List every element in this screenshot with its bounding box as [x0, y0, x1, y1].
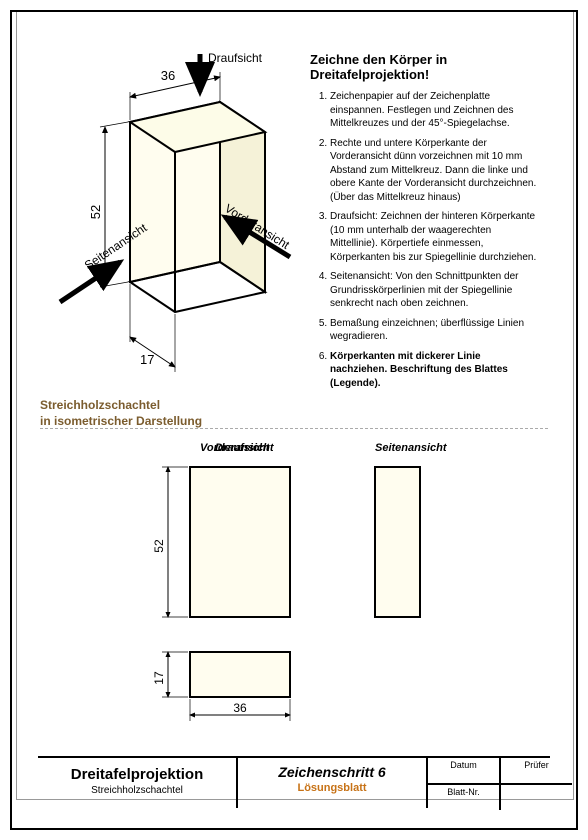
side-view-rect	[375, 467, 420, 617]
instruction-item: Seitenansicht: Von den Schnittpunkten de…	[330, 270, 538, 311]
tb-sheet: Lösungsblatt	[238, 782, 426, 794]
title-block: Dreitafelprojektion Streichholzschachtel…	[38, 756, 550, 808]
page: 36 52 17 Seitenansicht Vorderansich	[0, 0, 588, 840]
instruction-item: Draufsicht: Zeichnen der hinteren Körper…	[330, 210, 538, 264]
top-view-label: Draufsicht	[215, 442, 269, 454]
instructions-title: Zeichne den Körper in Dreitafelprojektio…	[310, 52, 538, 82]
tb-project-cell: Dreitafelprojektion Streichholzschachtel	[38, 758, 238, 808]
front-dim-h-text: 52	[152, 539, 166, 553]
dim-d-text: 17	[140, 352, 154, 367]
instruction-item: Bemaßung einzeichnen; überflüssige Linie…	[330, 317, 538, 344]
tb-project: Dreitafelprojektion	[38, 766, 236, 783]
tb-blatt: Blatt-Nr.	[428, 785, 501, 810]
tb-pruefer: Prüfer	[501, 758, 572, 783]
tb-subject: Streichholzschachtel	[38, 785, 236, 796]
dim-w-text: 36	[161, 68, 175, 83]
front-view-rect	[190, 467, 290, 617]
three-views: Vorderansicht Seitenansicht Draufsicht 5…	[40, 442, 548, 742]
iso-caption: Streichholzschachtel in isometrischer Da…	[40, 398, 202, 429]
views-svg: 52 17 36	[40, 442, 570, 742]
label-top: Draufsicht	[208, 51, 263, 65]
drawing-frame: 36 52 17 Seitenansicht Vorderansich	[10, 10, 578, 830]
instruction-item: Rechte und untere Körperkante der Vorder…	[330, 137, 538, 205]
instructions-block: Zeichne den Körper in Dreitafelprojektio…	[310, 52, 538, 396]
top-dim-w-text: 36	[233, 701, 247, 715]
tb-step-cell: Zeichenschritt 6 Lösungsblatt	[238, 758, 428, 808]
top-section: 36 52 17 Seitenansicht Vorderansich	[40, 32, 548, 428]
tb-meta-cell: Datum Prüfer Blatt-Nr.	[428, 758, 572, 808]
top-view-rect	[190, 652, 290, 697]
side-view-label: Seitenansicht	[375, 442, 447, 454]
dim-h-text: 52	[88, 205, 103, 219]
tb-blank	[501, 785, 572, 810]
caption-line2: in isometrischer Darstellung	[40, 414, 202, 428]
caption-line1: Streichholzschachtel	[40, 398, 160, 412]
top-dim-h-text: 17	[152, 671, 166, 685]
isometric-drawing: 36 52 17 Seitenansicht Vorderansich	[50, 42, 300, 412]
instruction-item-bold: Körperkanten mit dickerer Linie nachzieh…	[330, 350, 538, 391]
tb-step: Zeichenschritt 6	[238, 764, 426, 780]
instruction-item: Zeichenpapier auf der Zeichenplatte eins…	[330, 90, 538, 131]
section-divider	[40, 428, 548, 430]
instructions-list: Zeichenpapier auf der Zeichenplatte eins…	[310, 90, 538, 390]
tb-datum: Datum	[428, 758, 501, 783]
iso-svg: 36 52 17 Seitenansicht Vorderansich	[50, 42, 300, 402]
